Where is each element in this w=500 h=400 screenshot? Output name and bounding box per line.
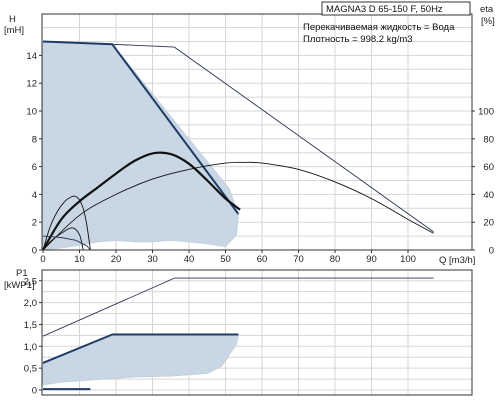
p1-tick-label: 1,0 — [24, 342, 37, 353]
y-tick-label: 6 — [32, 162, 37, 173]
x-tick-label: 40 — [184, 254, 195, 265]
upper-plot-frame — [41, 13, 473, 251]
x-tick-label: 70 — [293, 254, 304, 265]
curve-h-min — [42, 235, 91, 251]
p1-tick-label: 2,0 — [24, 298, 37, 309]
upper-x-ticks: 0 10 20 30 40 50 60 70 80 90 100 — [40, 250, 416, 265]
y2-axis-unit: [%] — [481, 16, 495, 27]
curve-eta-min — [42, 227, 84, 251]
p1-tick-label: 1,5 — [24, 320, 37, 331]
curve-h-envelope — [112, 43, 434, 233]
x-tick-label: 10 — [74, 254, 85, 265]
y-tick-label: 10 — [26, 107, 37, 118]
y2-axis-label: eta — [480, 4, 494, 15]
curve-eta-low-speed — [42, 195, 91, 251]
x-tick-label: 0 — [40, 254, 45, 265]
y2-tick-label: 60 — [483, 162, 494, 173]
y-tick-label: 12 — [26, 79, 37, 90]
density-annotation: Плотность = 998.2 kg/m3 — [303, 34, 413, 45]
y-axis-unit: [mH] — [4, 25, 24, 36]
p1-tick-label: 0,5 — [24, 364, 37, 375]
x-tick-label: 50 — [220, 254, 231, 265]
y-axis-label: H — [9, 14, 16, 25]
p1-axis-unit: [kWP1] — [4, 280, 35, 291]
x-tick-label: 60 — [257, 254, 268, 265]
p1-tick-label: 0 — [32, 386, 37, 397]
y2-tick-label: 100 — [478, 107, 494, 118]
x-axis-label: Q [m3/h] — [439, 255, 475, 266]
lower-plot-frame — [41, 269, 473, 396]
chart-title: MAGNA3 D 65-150 F, 50Hz — [326, 4, 443, 15]
p1-tick-label: 2,5 — [24, 276, 37, 287]
curve-eta-max — [42, 151, 241, 251]
y-tick-label: 0 — [32, 246, 37, 257]
x-tick-label: 30 — [147, 254, 158, 265]
upper-operating-region — [42, 40, 239, 251]
upper-y2-ticks: 0 20 40 60 80 100 — [472, 107, 494, 257]
curve-eta — [42, 161, 434, 251]
lower-operating-region — [42, 334, 239, 386]
p1-curve-p1-max — [42, 333, 239, 364]
y2-tick-label: 40 — [483, 190, 494, 201]
y-tick-label: 2 — [32, 218, 37, 229]
y2-tick-label: 80 — [483, 134, 494, 145]
p1-curve-p1-envelope — [42, 277, 434, 337]
upper-chart: 0 10 20 30 40 50 60 70 80 90 100 0 2 4 6 8 10 12 14 0 20 40… — [4, 1, 495, 266]
x-tick-label: 100 — [400, 254, 416, 265]
fluid-annotation: Перекачиваемая жидкость = Вода — [303, 22, 455, 33]
y2-tick-label: 20 — [483, 218, 494, 229]
lower-chart: 0 0,5 1,0 1,5 2,0 2,5 P1 [kWP1] — [4, 268, 473, 397]
x-tick-label: 80 — [330, 254, 341, 265]
y-tick-label: 4 — [32, 190, 37, 201]
x-tick-label: 90 — [366, 254, 377, 265]
y-tick-label: 8 — [32, 134, 37, 145]
y2-tick-label: 0 — [489, 246, 494, 257]
upper-series — [42, 40, 434, 251]
x-tick-label: 20 — [111, 254, 122, 265]
lower-y-ticks: 0 0,5 1,0 1,5 2,0 2,5 — [24, 276, 42, 397]
lower-series — [42, 277, 434, 391]
title-frame — [321, 1, 471, 16]
title-box: MAGNA3 D 65-150 F, 50Hz — [321, 1, 471, 16]
p1-axis-label: P1 — [16, 268, 28, 279]
y-tick-label: 14 — [26, 51, 37, 62]
upper-y-ticks: 0 2 4 6 8 10 12 14 — [26, 51, 42, 257]
